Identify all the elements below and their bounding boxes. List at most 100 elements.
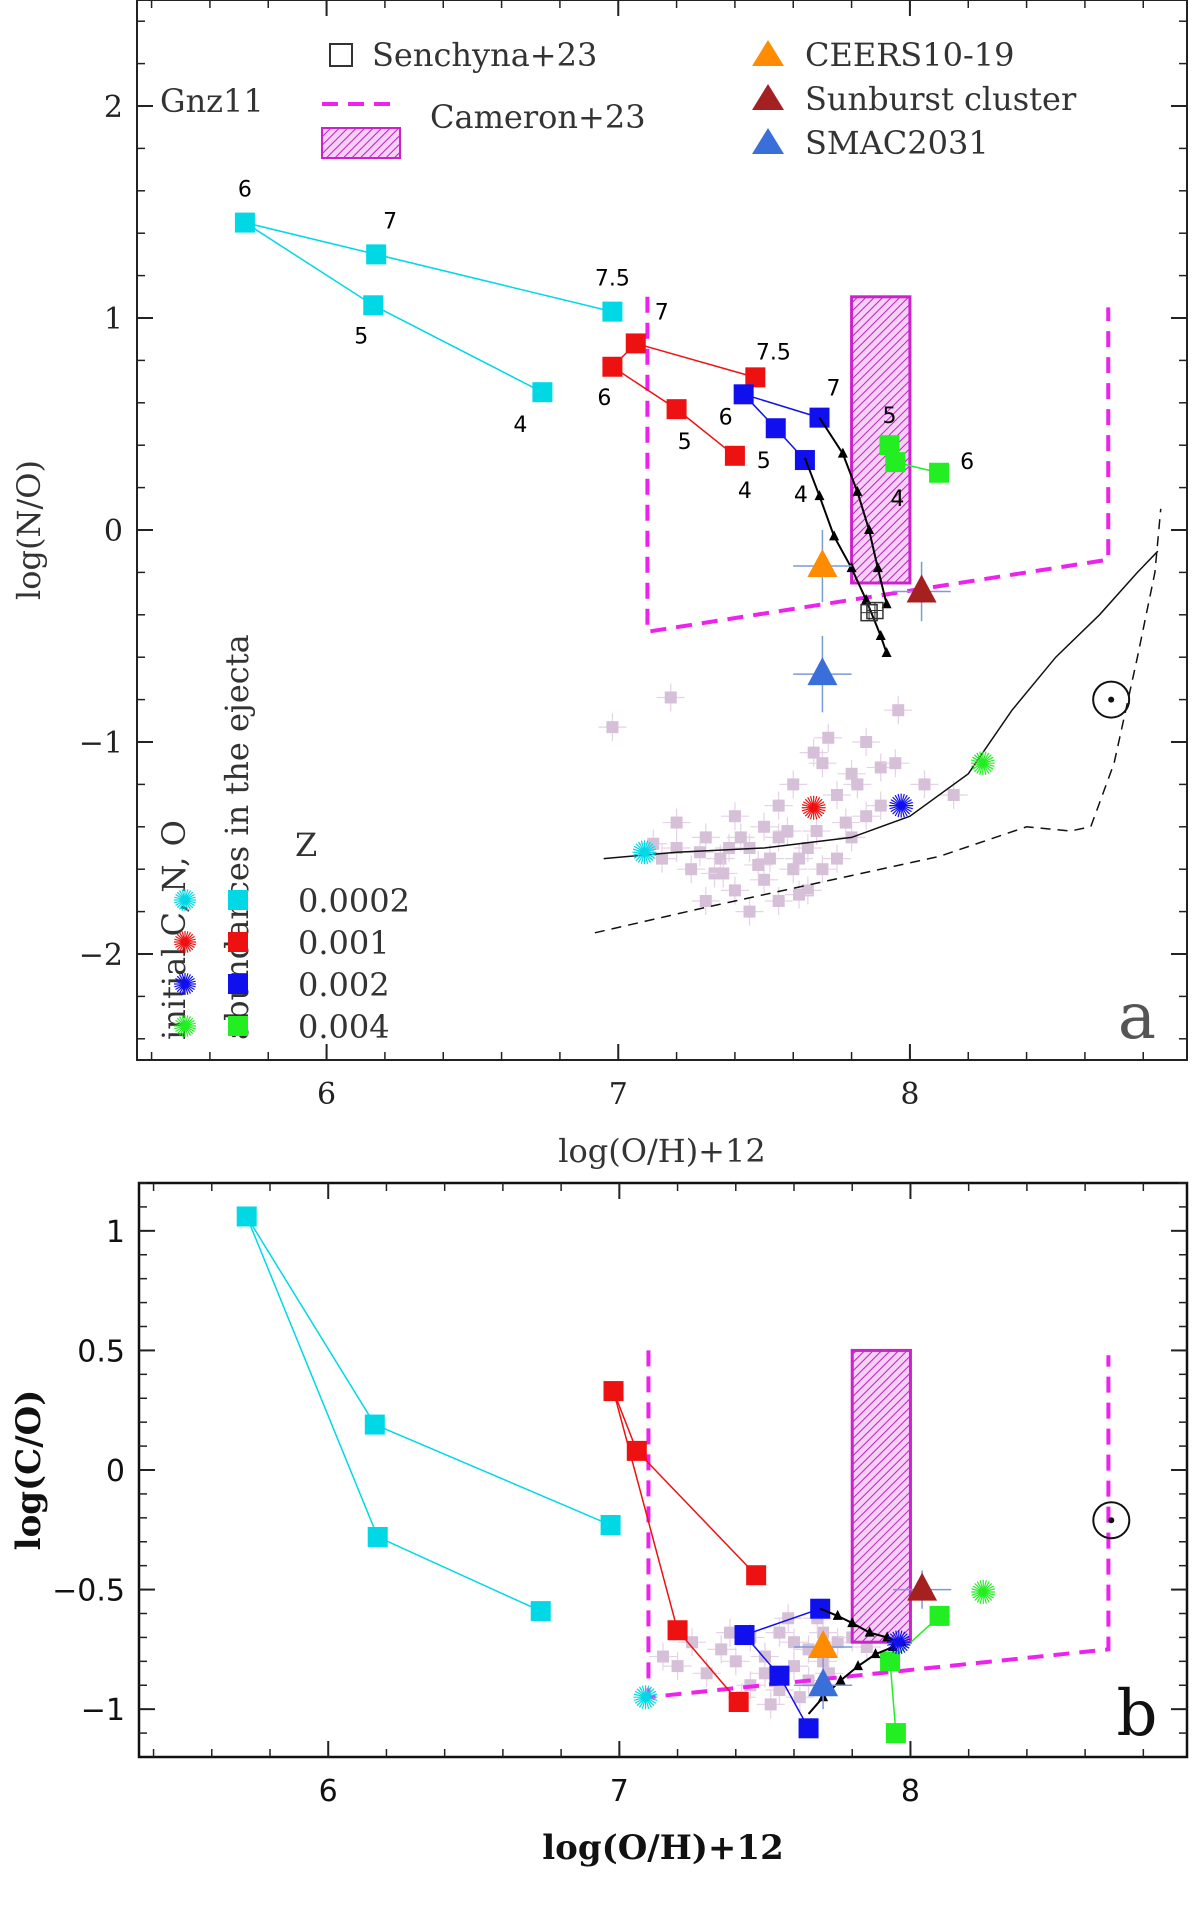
z-legend-value: 0.002 xyxy=(298,966,390,1004)
x-tick-label: 7 xyxy=(609,1077,628,1112)
cameron-band xyxy=(850,1348,912,1644)
z-legend-square xyxy=(228,932,248,952)
mass-label: 4 xyxy=(890,487,904,512)
x-tick-label: 6 xyxy=(317,1077,336,1112)
background-point xyxy=(723,1626,736,1639)
mass-label: 6 xyxy=(597,386,611,411)
track-marker xyxy=(881,646,892,657)
gnz11-box xyxy=(645,296,1111,635)
background-point xyxy=(728,810,741,823)
background-point xyxy=(839,816,852,829)
cameron-legend-swatch xyxy=(321,127,401,159)
z-legend-square xyxy=(228,974,248,994)
series-marker xyxy=(666,399,687,420)
y-tick-label: −1 xyxy=(81,1693,125,1728)
background-point xyxy=(723,842,736,854)
initial-star-ray xyxy=(632,848,657,856)
y-tick-label: 0 xyxy=(106,1454,125,1489)
track-marker xyxy=(861,593,872,604)
series-marker xyxy=(236,1206,257,1227)
series-marker xyxy=(234,212,255,233)
mass-label: 6 xyxy=(960,450,974,475)
gnz11-legend-label: Gnz11 xyxy=(160,82,264,120)
series-marker xyxy=(885,1723,906,1744)
mass-label: 5 xyxy=(678,430,692,455)
z-legend-value: 0.004 xyxy=(298,1008,390,1046)
solar-symbol xyxy=(1092,680,1131,719)
mass-label: 7 xyxy=(383,209,397,234)
background-point xyxy=(918,778,931,791)
series-marker xyxy=(880,1651,901,1672)
series-marker xyxy=(929,1605,950,1626)
z-legend-entry: 0.001 xyxy=(174,924,390,962)
series-line xyxy=(244,221,613,313)
solar-symbol xyxy=(1092,1501,1131,1540)
background-point xyxy=(816,757,829,770)
background-point xyxy=(874,761,887,774)
mass-label: 7.5 xyxy=(595,267,630,292)
background-point xyxy=(743,905,756,918)
background-point xyxy=(860,810,873,823)
panel-b-frame xyxy=(137,1181,1189,1759)
background-point xyxy=(851,778,864,791)
background-point xyxy=(781,825,794,838)
model-curve-dashed xyxy=(594,508,1162,934)
initial-star-ray xyxy=(971,759,995,767)
background-point xyxy=(734,831,747,844)
background-point xyxy=(758,1667,771,1680)
initial-star xyxy=(632,840,657,865)
background-point xyxy=(752,858,765,871)
panel-b-ticks: 6 7 8 −1 −0.5 0 0.5 1 xyxy=(52,1182,1187,1809)
background-point xyxy=(758,1650,771,1663)
series-marker xyxy=(603,1381,624,1402)
background-point xyxy=(670,816,683,829)
background-point xyxy=(773,1626,786,1639)
track-marker xyxy=(835,1674,846,1685)
panel-a-x-axis-title: log(O/H)+12 xyxy=(558,1132,765,1170)
mass-label: 4 xyxy=(794,483,808,508)
model-curve-solid xyxy=(603,550,1159,860)
mass-label: 7 xyxy=(827,377,841,402)
track-marker xyxy=(875,630,886,640)
series-marker xyxy=(728,1691,749,1712)
background-point xyxy=(845,767,858,780)
series-marker xyxy=(879,435,900,456)
z-legend-star-ray xyxy=(174,938,196,946)
background-point xyxy=(773,1684,786,1697)
background-point xyxy=(831,1636,844,1649)
x-tick-label: 8 xyxy=(900,1077,919,1112)
panel-a-model-curves xyxy=(594,508,1162,934)
panel-a-background-points xyxy=(598,683,968,926)
series-line xyxy=(244,221,543,393)
sunburst-legend-marker xyxy=(752,84,784,110)
panel-b-cameron-band xyxy=(850,1348,912,1644)
y-tick-label: −0.5 xyxy=(52,1574,125,1609)
ejecta-label: abundances in the ejecta xyxy=(218,634,256,1040)
background-point xyxy=(670,842,683,854)
panel-a-observed xyxy=(793,530,1131,719)
background-point xyxy=(892,704,905,717)
series-marker xyxy=(745,367,766,388)
series-line xyxy=(246,1216,542,1612)
series-marker xyxy=(532,382,553,403)
background-point xyxy=(787,863,800,876)
track-marker xyxy=(882,1631,893,1642)
z-legend-star-ray xyxy=(174,896,196,904)
initial-star-ray xyxy=(633,1693,658,1701)
background-point xyxy=(758,873,771,886)
panel-a-y-axis-title: log(N/O) xyxy=(10,460,48,600)
mass-label: 6 xyxy=(238,178,252,203)
legend: Senchyna+23 Gnz11 Cameron+23 CEERS10-19 … xyxy=(155,36,1077,1046)
z-legend-value: 0.0002 xyxy=(298,882,410,920)
cameron-legend-label: Cameron+23 xyxy=(430,98,646,136)
track-marker xyxy=(864,1626,875,1637)
track-marker xyxy=(853,1660,864,1671)
senchyna-legend-marker xyxy=(329,43,353,67)
initial-star xyxy=(971,1579,996,1604)
series-marker xyxy=(602,301,623,322)
background-point xyxy=(685,863,698,876)
series-line xyxy=(246,1216,611,1526)
y-tick-label: −1 xyxy=(79,726,123,761)
background-point xyxy=(717,867,730,880)
track-marker xyxy=(829,530,840,541)
